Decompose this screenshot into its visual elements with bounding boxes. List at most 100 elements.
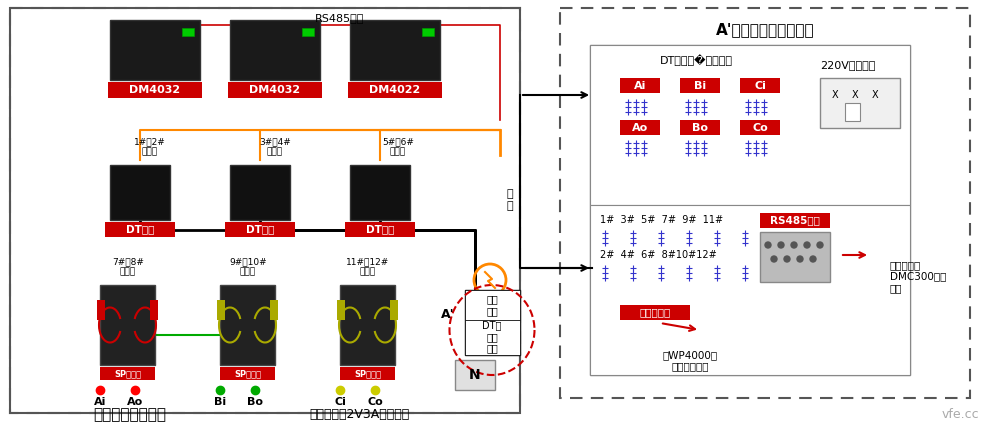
Circle shape bbox=[778, 242, 784, 248]
FancyBboxPatch shape bbox=[590, 205, 910, 375]
Text: Co: Co bbox=[367, 397, 383, 407]
FancyBboxPatch shape bbox=[465, 290, 520, 355]
FancyBboxPatch shape bbox=[110, 20, 200, 80]
FancyBboxPatch shape bbox=[422, 28, 434, 36]
Text: Bi: Bi bbox=[214, 397, 226, 407]
Text: 220V电源接入: 220V电源接入 bbox=[820, 60, 875, 70]
FancyBboxPatch shape bbox=[100, 285, 155, 365]
Circle shape bbox=[797, 256, 803, 262]
Circle shape bbox=[817, 242, 823, 248]
Text: 至WP4000变
频功率分析仪: 至WP4000变 频功率分析仪 bbox=[662, 350, 718, 371]
FancyBboxPatch shape bbox=[390, 300, 398, 320]
FancyBboxPatch shape bbox=[740, 78, 780, 93]
Circle shape bbox=[810, 256, 816, 262]
Text: N: N bbox=[469, 368, 481, 382]
FancyBboxPatch shape bbox=[350, 20, 440, 80]
FancyBboxPatch shape bbox=[590, 45, 910, 375]
FancyBboxPatch shape bbox=[150, 300, 158, 320]
Text: DM4032: DM4032 bbox=[129, 85, 181, 95]
FancyBboxPatch shape bbox=[97, 300, 105, 320]
Text: Bo: Bo bbox=[692, 122, 708, 133]
Circle shape bbox=[804, 242, 810, 248]
Text: 光
纤: 光 纤 bbox=[507, 189, 513, 211]
FancyBboxPatch shape bbox=[620, 78, 660, 93]
Text: SP传感器: SP传感器 bbox=[234, 369, 261, 378]
Text: Ci: Ci bbox=[754, 80, 766, 91]
FancyBboxPatch shape bbox=[302, 28, 314, 36]
FancyBboxPatch shape bbox=[340, 285, 395, 365]
Text: RS485接口: RS485接口 bbox=[770, 215, 820, 226]
FancyBboxPatch shape bbox=[220, 285, 275, 365]
Text: vfe.cc: vfe.cc bbox=[941, 408, 979, 422]
Text: DT模块: DT模块 bbox=[366, 224, 394, 235]
Text: DT模块: DT模块 bbox=[246, 224, 274, 235]
FancyBboxPatch shape bbox=[620, 305, 690, 320]
FancyBboxPatch shape bbox=[337, 300, 345, 320]
Text: X: X bbox=[852, 90, 858, 100]
Text: A': A' bbox=[441, 309, 455, 321]
Text: 3#、4#
光纤口: 3#、4# 光纤口 bbox=[259, 137, 291, 157]
FancyBboxPatch shape bbox=[680, 78, 720, 93]
FancyBboxPatch shape bbox=[105, 222, 175, 237]
FancyBboxPatch shape bbox=[270, 300, 278, 320]
FancyBboxPatch shape bbox=[820, 78, 900, 128]
FancyBboxPatch shape bbox=[680, 120, 720, 135]
Text: Ci: Ci bbox=[334, 397, 346, 407]
Text: A'：输入和输出接口板: A'：输入和输出接口板 bbox=[716, 23, 814, 37]
FancyBboxPatch shape bbox=[350, 165, 410, 220]
FancyBboxPatch shape bbox=[845, 103, 860, 121]
FancyBboxPatch shape bbox=[108, 82, 202, 98]
Text: Bi: Bi bbox=[694, 80, 706, 91]
Text: 7#、8#
光纤口: 7#、8# 光纤口 bbox=[112, 257, 144, 277]
FancyBboxPatch shape bbox=[228, 82, 322, 98]
FancyBboxPatch shape bbox=[100, 367, 155, 380]
FancyBboxPatch shape bbox=[220, 367, 275, 380]
Text: 至操作台的
DMC300数字
主机: 至操作台的 DMC300数字 主机 bbox=[890, 260, 946, 293]
FancyBboxPatch shape bbox=[465, 320, 520, 355]
FancyBboxPatch shape bbox=[620, 120, 660, 135]
Text: DT电
缆线
接口: DT电 缆线 接口 bbox=[482, 320, 502, 354]
Text: 11#、12#
光纤口: 11#、12# 光纤口 bbox=[346, 257, 390, 277]
FancyBboxPatch shape bbox=[230, 165, 290, 220]
Text: 光纤续接口: 光纤续接口 bbox=[639, 308, 671, 317]
Text: Bo: Bo bbox=[247, 397, 263, 407]
FancyBboxPatch shape bbox=[465, 290, 520, 320]
Text: 1#  3#  5#  7#  9#  11#: 1# 3# 5# 7# 9# 11# bbox=[600, 215, 723, 225]
FancyBboxPatch shape bbox=[340, 367, 395, 380]
Text: SP传感器: SP传感器 bbox=[114, 369, 141, 378]
FancyBboxPatch shape bbox=[182, 28, 194, 36]
FancyBboxPatch shape bbox=[345, 222, 415, 237]
Circle shape bbox=[771, 256, 777, 262]
FancyBboxPatch shape bbox=[230, 20, 320, 80]
Text: DM4032: DM4032 bbox=[249, 85, 301, 95]
FancyBboxPatch shape bbox=[225, 222, 295, 237]
FancyBboxPatch shape bbox=[110, 165, 170, 220]
Text: SP传感器: SP传感器 bbox=[354, 369, 381, 378]
FancyBboxPatch shape bbox=[740, 120, 780, 135]
Circle shape bbox=[791, 242, 797, 248]
Circle shape bbox=[784, 256, 790, 262]
Text: Ao: Ao bbox=[632, 122, 648, 133]
Text: RS485总线: RS485总线 bbox=[315, 13, 365, 23]
Text: 2#  4#  6#  8#10#12#: 2# 4# 6# 8#10#12# bbox=[600, 250, 717, 260]
Text: 图中接法为2V3A接线方式: 图中接法为2V3A接线方式 bbox=[310, 408, 410, 422]
Circle shape bbox=[765, 242, 771, 248]
FancyBboxPatch shape bbox=[348, 82, 442, 98]
FancyBboxPatch shape bbox=[590, 45, 910, 205]
Text: DT模块: DT模块 bbox=[126, 224, 154, 235]
Text: 5#、6#
光纤口: 5#、6# 光纤口 bbox=[382, 137, 414, 157]
Text: 9#、10#
光纤口: 9#、10# 光纤口 bbox=[229, 257, 267, 277]
Text: Co: Co bbox=[752, 122, 768, 133]
Text: Ai: Ai bbox=[94, 397, 106, 407]
Text: X: X bbox=[872, 90, 878, 100]
Text: 1#、2#
光纤口: 1#、2# 光纤口 bbox=[134, 137, 166, 157]
FancyBboxPatch shape bbox=[455, 360, 495, 390]
FancyBboxPatch shape bbox=[760, 213, 830, 228]
Text: X: X bbox=[832, 90, 838, 100]
Text: DM4022: DM4022 bbox=[369, 85, 421, 95]
FancyBboxPatch shape bbox=[217, 300, 225, 320]
Text: Ai: Ai bbox=[634, 80, 646, 91]
Text: Ao: Ao bbox=[127, 397, 143, 407]
FancyBboxPatch shape bbox=[760, 232, 830, 282]
Text: 输出
接口: 输出 接口 bbox=[486, 294, 498, 316]
